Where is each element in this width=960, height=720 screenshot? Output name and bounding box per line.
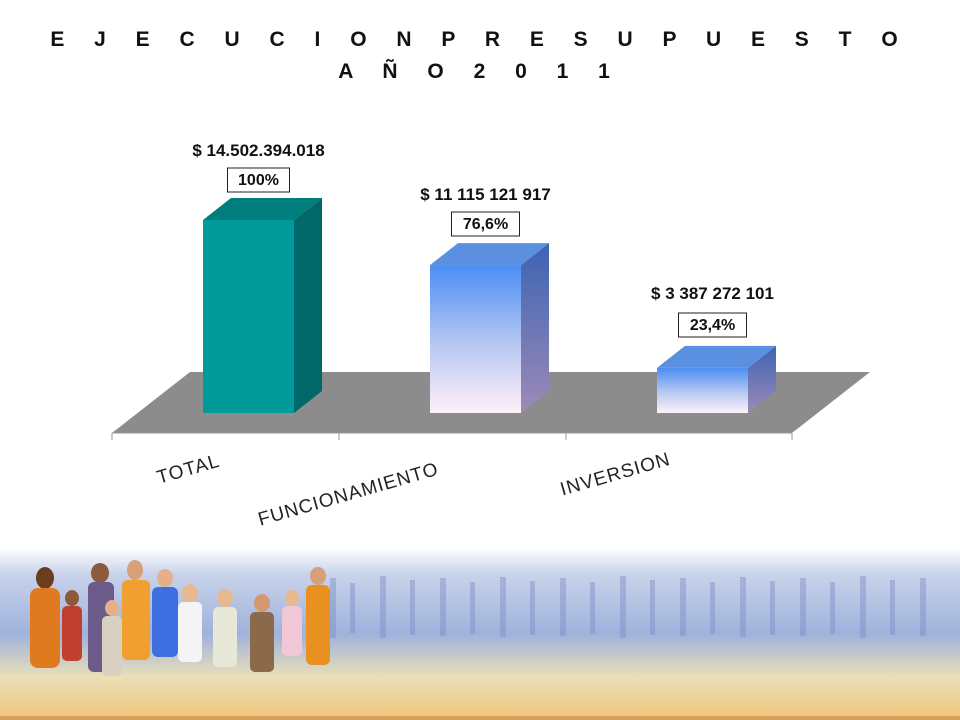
bar-funcionamiento [430, 265, 521, 413]
people-crowd-illustration [0, 548, 960, 720]
percent-label: 100% [238, 172, 279, 189]
value-label: $ 14.502.394.018 [192, 141, 324, 160]
percent-label: 76,6% [463, 216, 508, 233]
bar-top [657, 345, 776, 368]
chart-title-line1: E J E C U C I O N P R E S U P U E S T O [50, 28, 910, 51]
percent-label: 23,4% [690, 317, 735, 334]
bar-total [203, 220, 294, 413]
value-label: $ 11 115 121 917 [420, 185, 550, 204]
x-tick-label: INVERSION [558, 449, 673, 500]
bar-side [294, 198, 322, 413]
bar-inversion [657, 367, 748, 413]
chart-title-line2: A Ñ O 2 0 1 1 [338, 60, 622, 83]
x-tick-label: FUNCIONAMIENTO [256, 459, 441, 531]
bar-side [521, 243, 549, 413]
bar-top [203, 198, 322, 220]
value-label: $ 3 387 272 101 [651, 284, 774, 303]
percent-label-box [678, 312, 747, 338]
x-tick-label: TOTAL [155, 451, 223, 489]
bar-top [430, 243, 549, 266]
percent-label-box [451, 211, 520, 237]
bar-side [748, 345, 776, 413]
percent-label-box [227, 167, 290, 193]
bar-chart: $ 14.502.394.018 100% TOTAL $ 11 115 121 91… [111, 141, 870, 531]
